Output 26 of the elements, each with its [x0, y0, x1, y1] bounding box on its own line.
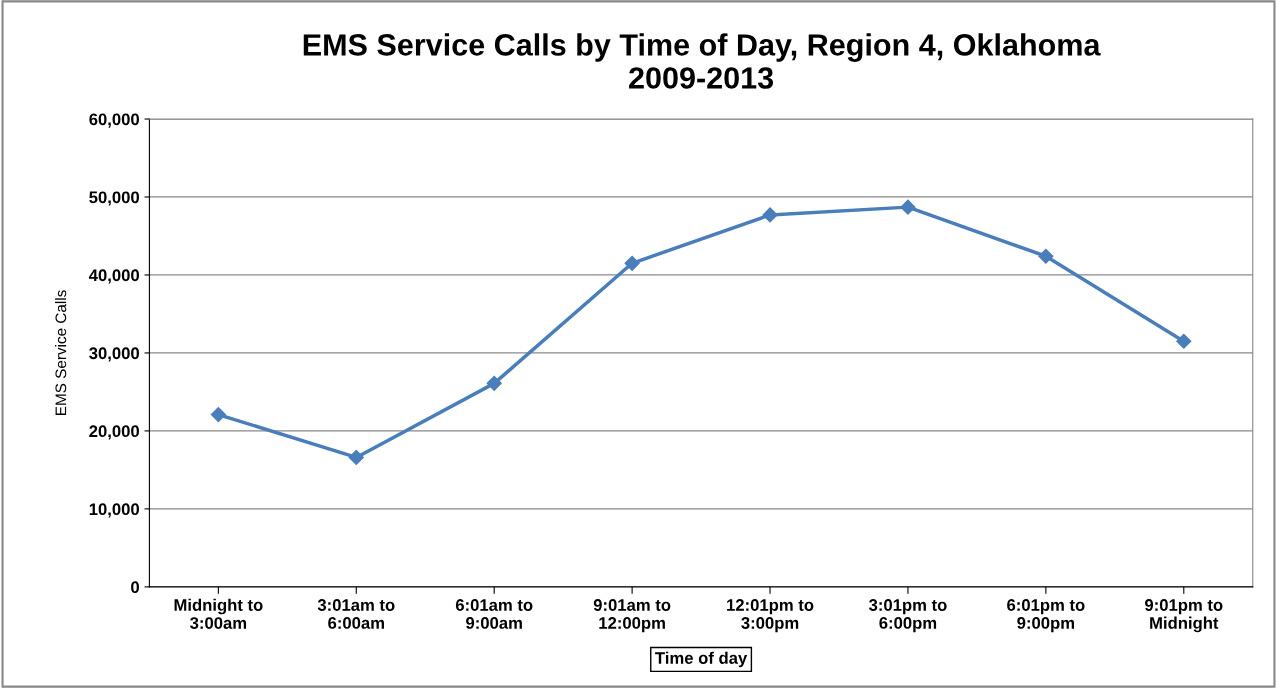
x-tick-label: 6:01am to 9:00am — [455, 599, 533, 629]
y-axis-title: EMS Service Calls — [55, 290, 67, 415]
y-tick-label: 30,000 — [89, 347, 140, 362]
y-tick-label: 40,000 — [88, 269, 140, 284]
point — [486, 375, 502, 391]
y-tick-label: 50,000 — [89, 191, 140, 206]
chart-title: EMS Service Calls by Time of Day, Region 4, Oklahoma 2009-2013 — [303, 33, 1101, 89]
point — [1176, 333, 1192, 349]
y-tick-label: 10,000 — [89, 503, 140, 518]
point — [900, 199, 916, 215]
y-tick-label: 20,000 — [89, 425, 140, 440]
x-axis-title: Time of day — [655, 651, 748, 668]
y-tick-label: 60,000 — [89, 113, 140, 128]
x-tick-label: 12:01pm to 3:00pm — [727, 599, 814, 633]
point — [1038, 248, 1054, 264]
x-tick-label: 3:01pm to 6:00pm — [868, 599, 947, 633]
point — [210, 406, 226, 423]
x-tick-label: 9:01am to 12:00pm — [593, 599, 671, 633]
x-tick-label: 9:01pm to Midnight — [1145, 599, 1223, 633]
point — [762, 207, 778, 223]
x-tick-label: 6:01pm to 9:00pm — [1007, 599, 1085, 633]
y-tick-label: 0 — [131, 581, 139, 594]
x-tick-label: Midnight to 3:00am — [174, 598, 263, 629]
point — [348, 449, 364, 465]
x-tick-label: 3:01am to 6:00am — [317, 599, 395, 629]
point — [624, 255, 640, 271]
